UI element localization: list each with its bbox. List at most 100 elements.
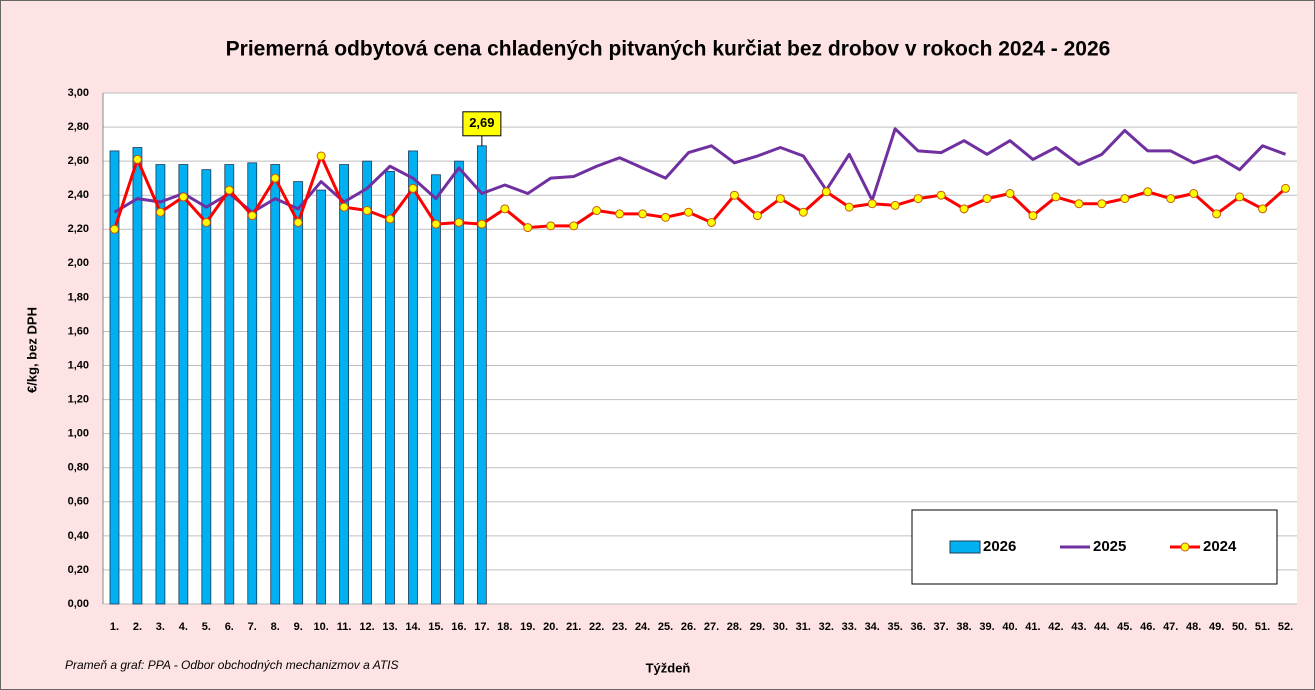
bar (316, 189, 327, 605)
line-marker (270, 173, 280, 183)
line-series (113, 154, 1287, 230)
bar (362, 160, 372, 605)
bar (178, 164, 189, 605)
bar (201, 169, 212, 605)
x-tick-label: 46. (1140, 621, 1155, 633)
bar (408, 150, 418, 605)
line-marker (913, 194, 923, 204)
x-tick-label: 49. (1209, 621, 1224, 633)
x-tick-label: 50. (1232, 621, 1247, 633)
y-tick-label: 1,60 (68, 325, 89, 337)
bar (247, 162, 258, 605)
bar (155, 164, 166, 605)
x-tick-label: 52. (1278, 621, 1293, 633)
y-tick-label: 0,40 (68, 530, 89, 542)
bar (270, 164, 281, 605)
line-series (113, 127, 1287, 214)
bar (132, 147, 143, 605)
bar (224, 164, 235, 605)
x-tick-label: 31. (796, 621, 811, 633)
x-tick-label: 27. (704, 621, 719, 633)
legend-label: 2025 (1093, 538, 1126, 555)
source-note: Prameň a graf: PPA - Odbor obchodných me… (65, 658, 399, 672)
x-tick-label: 44. (1094, 621, 1109, 633)
line-marker (752, 211, 762, 221)
line-marker (821, 187, 831, 197)
line-marker (500, 204, 510, 214)
line-marker (247, 211, 257, 221)
x-tick-label: 10. (313, 621, 328, 633)
x-tick-label: 23. (612, 621, 627, 633)
x-tick-label: 45. (1117, 621, 1132, 633)
line-marker (661, 212, 671, 222)
x-tick-label: 36. (910, 621, 925, 633)
x-tick-label: 39. (979, 621, 994, 633)
legend-swatch (949, 540, 981, 554)
x-tick-label: 22. (589, 621, 604, 633)
line-marker (293, 217, 303, 227)
y-tick-label: 2,40 (68, 189, 89, 201)
line-marker (615, 209, 625, 219)
bar (476, 145, 487, 605)
x-tick-label: 12. (359, 621, 374, 633)
x-axis-label: Týždeň (646, 660, 691, 675)
legend-label: 2026 (983, 538, 1016, 555)
x-tick-label: 9. (294, 621, 303, 633)
line-marker (362, 206, 372, 216)
y-tick-label: 0,20 (68, 564, 89, 576)
x-tick-label: 40. (1002, 621, 1017, 633)
line-marker (867, 199, 877, 209)
line-marker (569, 221, 579, 231)
line-marker (592, 206, 602, 216)
legend-label: 2024 (1203, 538, 1237, 555)
y-tick-label: 1,40 (68, 359, 89, 371)
y-axis-label: €/kg, bez DPH (24, 307, 39, 393)
x-tick-label: 34. (865, 621, 880, 633)
line-marker (178, 192, 188, 202)
x-tick-label: 24. (635, 621, 650, 633)
y-tick-label: 1,80 (68, 291, 89, 303)
x-tick-label: 18. (497, 621, 512, 633)
line-marker (431, 219, 441, 229)
x-tick-label: 32. (819, 621, 834, 633)
line-marker (109, 224, 119, 234)
x-tick-label: 11. (337, 621, 352, 633)
line-marker (1212, 209, 1222, 219)
line-marker (523, 223, 533, 233)
x-tick-label: 4. (179, 621, 188, 633)
x-tick-label: 30. (773, 621, 788, 633)
bar (109, 150, 120, 605)
line-marker (936, 190, 946, 200)
x-tick-label: 14. (405, 621, 420, 633)
x-tick-label: 43. (1071, 621, 1086, 633)
x-tick-label: 28. (727, 621, 742, 633)
line-marker (1120, 194, 1130, 204)
x-tick-label: 38. (956, 621, 971, 633)
line-marker (1005, 188, 1015, 198)
bar (339, 164, 349, 605)
x-tick-label: 6. (225, 621, 234, 633)
line-marker (729, 190, 739, 200)
x-tick-label: 47. (1163, 621, 1178, 633)
y-tick-label: 0,80 (68, 462, 89, 474)
line-marker (385, 214, 395, 224)
y-tick-label: 2,60 (68, 155, 89, 167)
line-marker (132, 154, 142, 164)
line-marker (201, 217, 211, 227)
line-marker (546, 221, 556, 231)
line-marker (1097, 199, 1107, 209)
x-tick-label: 33. (842, 621, 857, 633)
chart-title: Priemerná odbytová cena chladených pitva… (226, 38, 1111, 61)
y-tick-label: 3,00 (68, 87, 89, 99)
x-tick-label: 25. (658, 621, 673, 633)
line-marker (408, 183, 418, 193)
line-marker (454, 217, 464, 227)
y-tick-label: 0,60 (68, 496, 89, 508)
line-marker (775, 194, 785, 204)
x-tick-label: 16. (451, 621, 466, 633)
bar (454, 160, 464, 605)
y-tick-label: 2,80 (68, 121, 89, 133)
x-tick-label: 42. (1048, 621, 1063, 633)
x-tick-label: 48. (1186, 621, 1201, 633)
line-marker (1258, 204, 1268, 214)
